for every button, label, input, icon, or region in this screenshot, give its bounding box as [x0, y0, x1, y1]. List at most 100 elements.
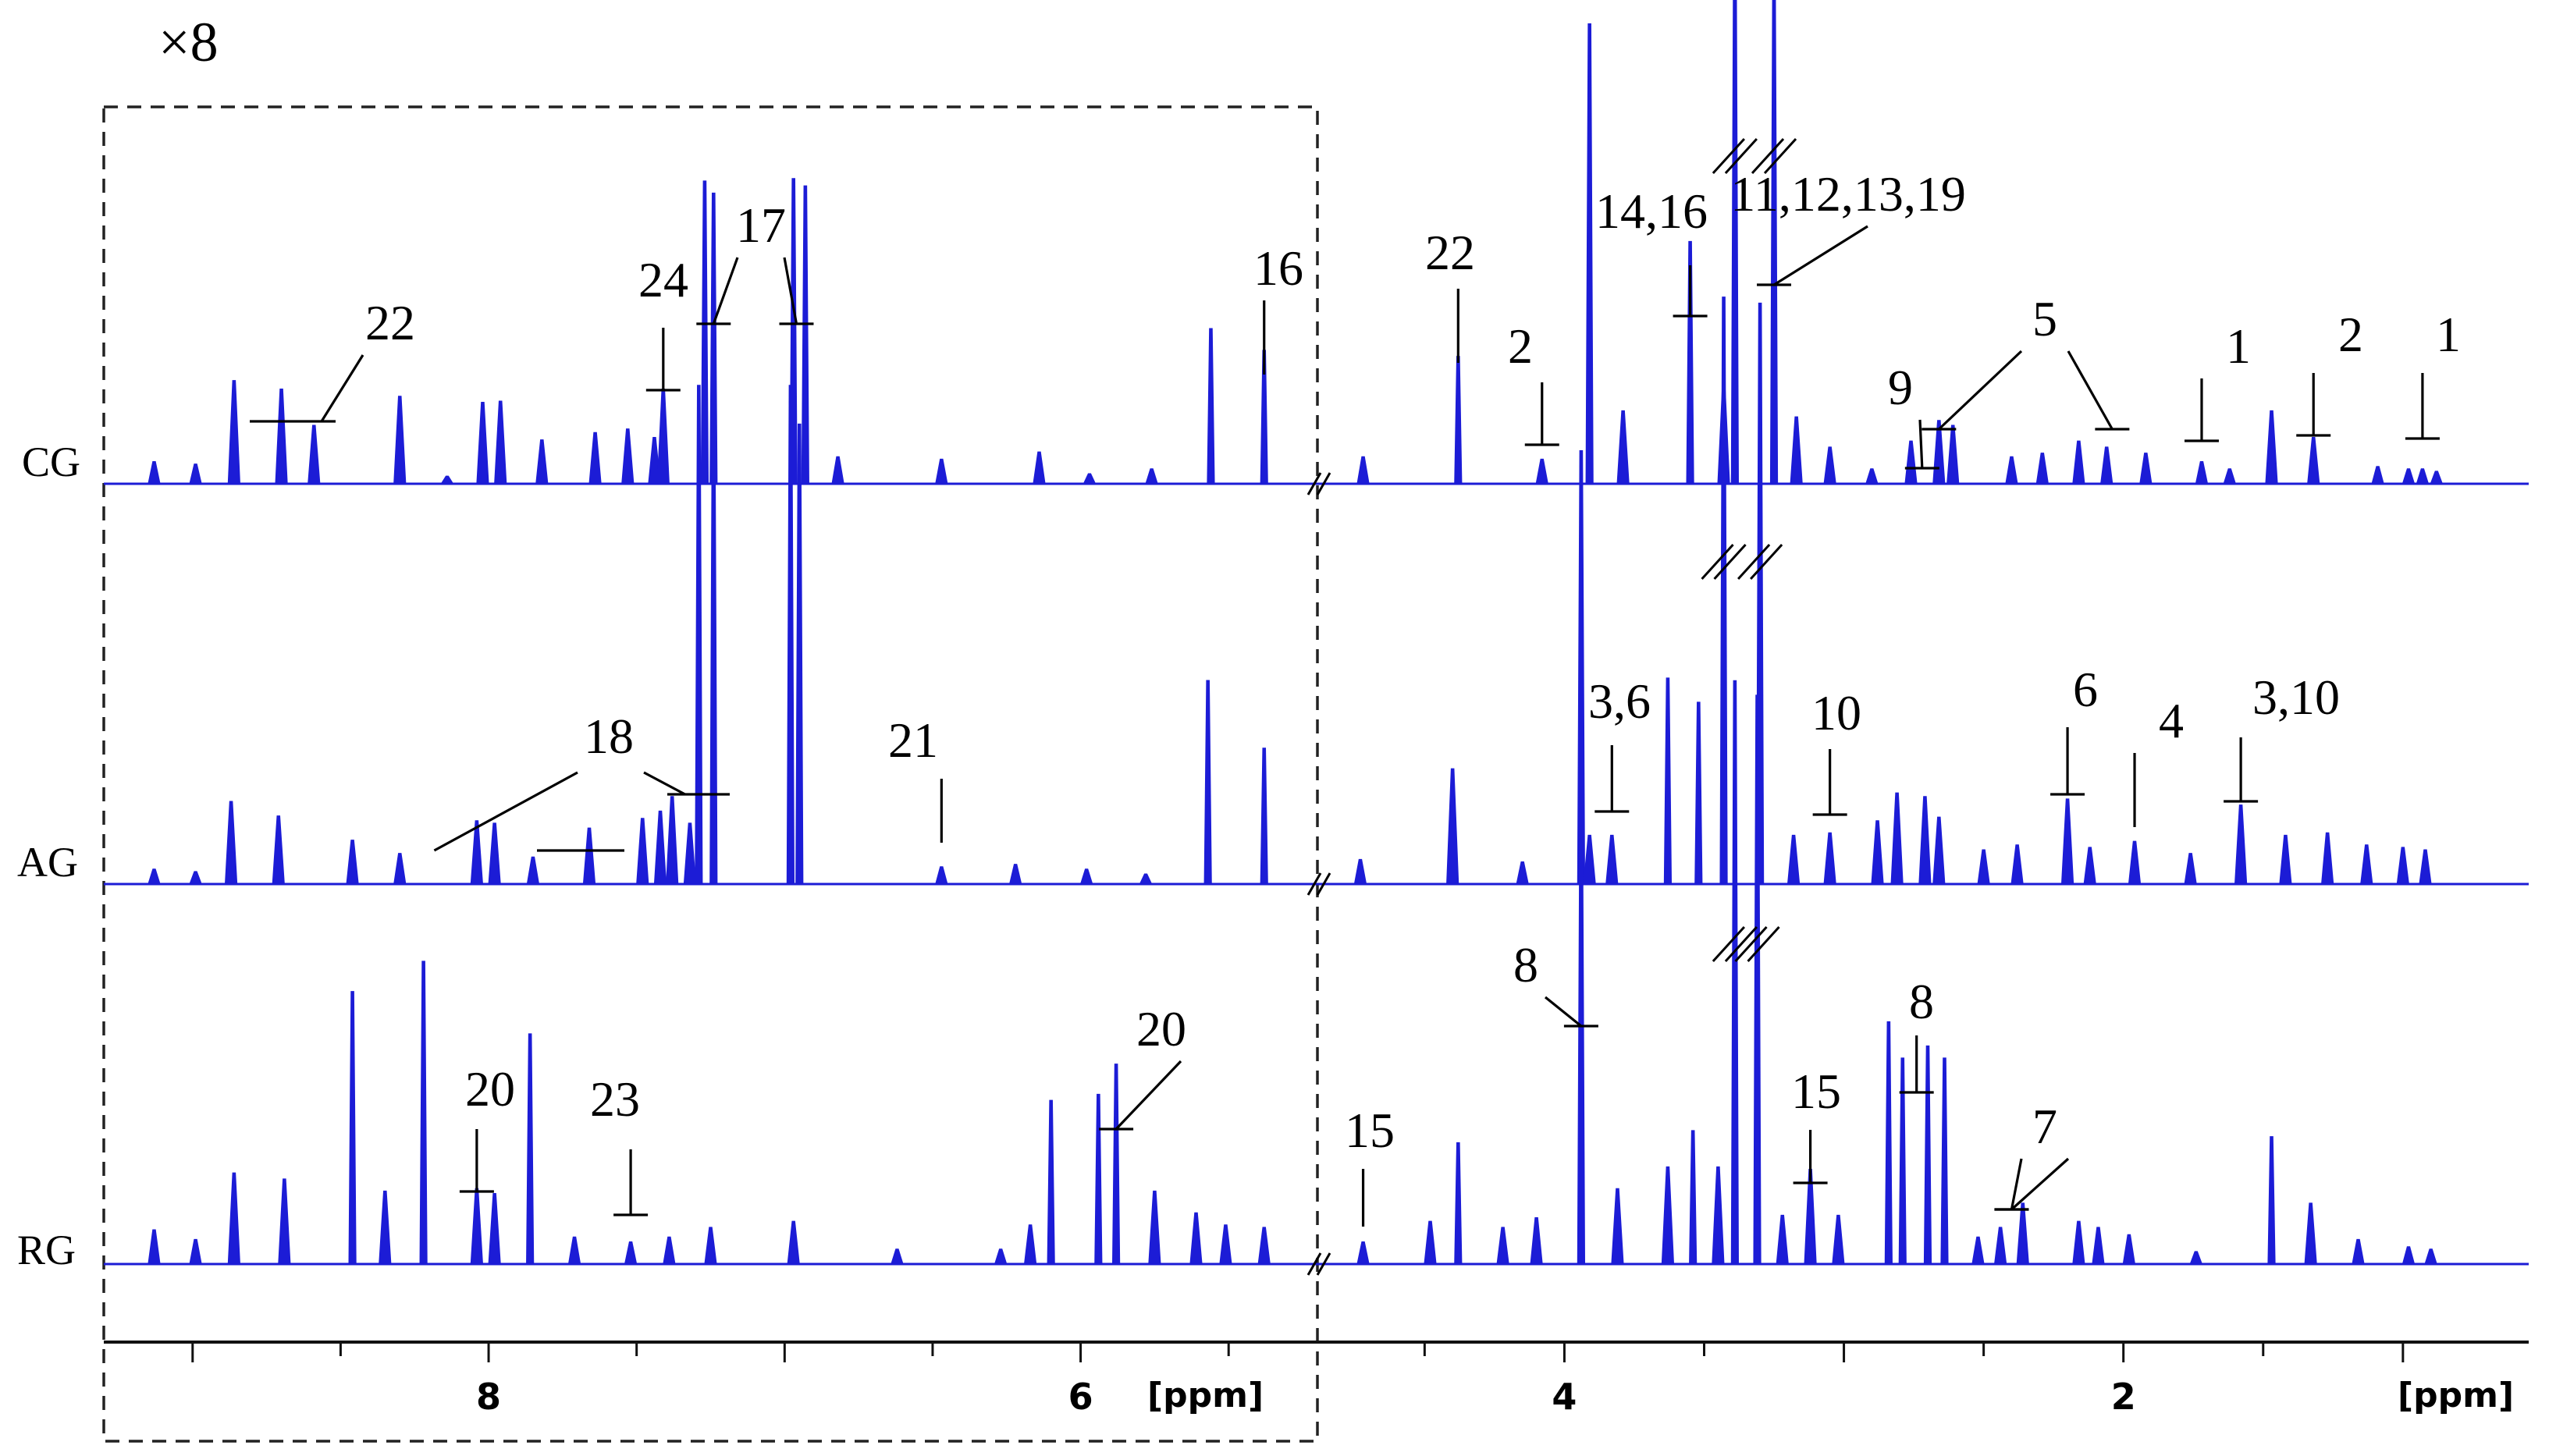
peak-rg-42	[1923, 1045, 1932, 1266]
peak-ag-16	[786, 385, 795, 886]
peak-ag-22	[1203, 680, 1212, 886]
peak-cg-46	[2223, 468, 2237, 485]
spectra-layer	[104, 0, 2529, 1276]
peak-rg-5	[379, 1190, 392, 1266]
peak-cg-35	[1823, 446, 1836, 485]
peak-ag-6	[470, 820, 484, 886]
peak-rg-0	[148, 1229, 161, 1266]
annotation-label: 15	[1345, 1103, 1395, 1158]
peak-cg-33	[1769, 0, 1779, 485]
annotation-label: 8	[1513, 937, 1538, 993]
peak-rg-53	[2352, 1238, 2365, 1266]
peak-ag-5	[393, 853, 407, 886]
peak-ag-30	[1663, 677, 1673, 886]
annotation-label: 21	[888, 712, 938, 768]
peak-ag-38	[1918, 796, 1932, 886]
peak-ag-8	[526, 856, 540, 886]
peak-cg-30	[1686, 240, 1694, 485]
peak-rg-49	[2122, 1234, 2136, 1266]
peak-ag-44	[2128, 840, 2142, 886]
peak-ag-42	[2060, 798, 2074, 886]
peak-ag-50	[2396, 847, 2410, 886]
peak-rg-25	[1356, 1241, 1370, 1266]
truncation-mark	[1751, 137, 1785, 175]
peak-rg-51	[2267, 1136, 2276, 1266]
x-axis-label-right: [ppm]	[2398, 1376, 2514, 1415]
peak-ag-2	[224, 801, 238, 886]
annotation-marker	[2067, 350, 2114, 430]
peak-ag-1	[188, 871, 203, 886]
annotation-label: 17	[736, 197, 786, 253]
annotation-label: 3,10	[2252, 669, 2340, 725]
peak-cg-45	[2195, 461, 2209, 485]
x-tick-label: 8	[476, 1376, 501, 1418]
peak-ag-51	[2419, 849, 2432, 886]
peak-ag-0	[147, 868, 161, 886]
peak-cg-17	[801, 185, 809, 485]
x-tick-label: 6	[1068, 1376, 1093, 1418]
peak-ag-9	[582, 827, 596, 886]
annotation-marker	[2010, 1157, 2070, 1211]
peak-ag-35	[1823, 832, 1836, 886]
peak-rg-54	[2401, 1246, 2416, 1266]
peak-ag-20	[1079, 868, 1093, 886]
peak-cg-41	[2035, 453, 2050, 485]
peak-rg-4	[348, 991, 357, 1266]
peak-ag-3	[272, 815, 285, 886]
peak-cg-52	[2430, 471, 2444, 485]
peak-cg-32	[1730, 0, 1739, 485]
annotation-label: 22	[365, 295, 415, 350]
annotation-label: 2	[1508, 318, 1533, 374]
peak-cg-2	[227, 380, 241, 485]
axis-break-mark	[1306, 872, 1322, 896]
peak-cg-0	[148, 461, 161, 485]
annotation-marker	[712, 257, 739, 325]
annotation-label: 22	[1425, 225, 1475, 280]
peak-rg-40	[1884, 1021, 1893, 1266]
peak-cg-51	[2416, 468, 2430, 485]
peak-rg-55	[2424, 1248, 2438, 1266]
peak-cg-48	[2307, 437, 2320, 485]
peak-rg-19	[1094, 1093, 1103, 1266]
peak-rg-10	[567, 1236, 581, 1266]
peak-ag-12	[666, 796, 679, 886]
annotation-marker	[2010, 1158, 2023, 1210]
peak-cg-23	[1207, 328, 1215, 485]
peak-ag-29	[1605, 834, 1619, 886]
peak-cg-8	[494, 400, 507, 485]
peak-ag-28	[1583, 834, 1596, 886]
peak-cg-13	[656, 389, 670, 485]
peak-ag-41	[2010, 844, 2024, 886]
peak-cg-9	[535, 439, 549, 485]
peak-cg-34	[1790, 416, 1803, 485]
peak-cg-44	[2139, 453, 2153, 485]
axis-break-mark	[1316, 472, 1331, 495]
truncation-mark	[1750, 543, 1783, 581]
peak-rg-9	[526, 1033, 535, 1266]
annotation-label: 16	[1253, 240, 1303, 296]
peak-cg-6	[439, 475, 454, 485]
annotation-marker	[1115, 1060, 1182, 1131]
peak-cg-29	[1616, 410, 1630, 485]
peak-ag-10	[636, 818, 649, 886]
annotation-label: 2	[2338, 307, 2363, 362]
peak-rg-17	[1023, 1224, 1037, 1266]
peak-rg-1	[189, 1238, 202, 1266]
peak-cg-21	[1083, 473, 1097, 485]
peak-cg-37	[1904, 440, 1918, 485]
peak-rg-34	[1712, 1166, 1725, 1266]
series-label-ag: AG	[17, 839, 78, 886]
peak-cg-5	[393, 396, 407, 485]
annotation-label: 10	[1811, 685, 1861, 740]
axis-break-mark	[1316, 872, 1331, 896]
peak-rg-43	[1940, 1057, 1949, 1266]
peak-rg-16	[994, 1248, 1008, 1266]
truncation-mark	[1747, 925, 1780, 963]
annotation-marker	[433, 771, 578, 852]
peak-ag-21	[1139, 873, 1153, 886]
truncation-mark	[1713, 543, 1747, 581]
x-tick-label: 2	[2111, 1376, 2136, 1418]
peak-rg-8	[488, 1193, 501, 1266]
peak-ag-23	[1260, 748, 1268, 886]
